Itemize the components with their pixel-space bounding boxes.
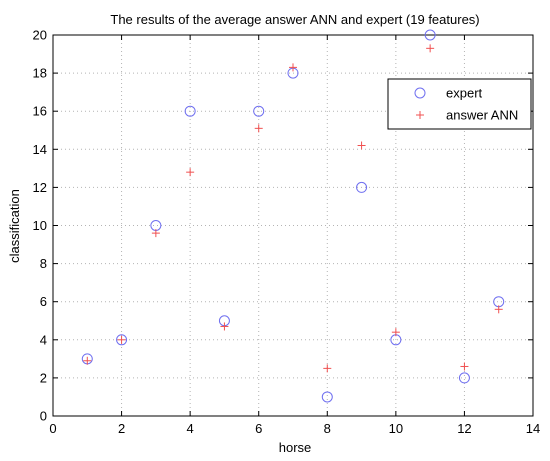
- y-tick-label: 4: [40, 332, 47, 347]
- x-tick-label: 8: [324, 421, 331, 436]
- y-axis-label: classification: [7, 189, 22, 263]
- grid-layer: [53, 35, 533, 416]
- data-point: [253, 105, 265, 117]
- data-point: [426, 44, 435, 53]
- legend: expert answer ANN: [387, 78, 532, 130]
- data-point: [357, 141, 366, 150]
- data-point: [458, 372, 470, 384]
- y-tick-label: 14: [33, 142, 47, 157]
- series-layer: [81, 29, 505, 403]
- data-point: [289, 63, 297, 72]
- y-tick-label: 16: [33, 104, 47, 119]
- data-point: [460, 362, 469, 371]
- data-point: [184, 105, 196, 117]
- chart-title: The results of the average answer ANN an…: [110, 12, 479, 27]
- x-axis-label: horse: [279, 440, 312, 455]
- x-tick-label: 4: [187, 421, 194, 436]
- tick-layer: 0 2 4 6 8 10 12 14 0 2 4 6 8 10 12 14 16 18 20: [33, 28, 541, 437]
- x-tick-label: 14: [526, 421, 540, 436]
- y-tick-label: 6: [40, 294, 47, 309]
- x-tick-label: 10: [389, 421, 403, 436]
- series-answer-ann: [83, 44, 503, 373]
- y-tick-label: 18: [33, 66, 47, 81]
- data-point: [83, 356, 92, 365]
- legend-box: [387, 78, 532, 130]
- x-tick-label: 0: [49, 421, 56, 436]
- data-point: [116, 334, 128, 346]
- legend-marker: [416, 111, 424, 119]
- y-tick-label: 20: [33, 28, 47, 43]
- data-point: [186, 168, 195, 177]
- data-point: [151, 229, 160, 238]
- data-point: [356, 181, 368, 193]
- legend-label: answer ANN: [446, 108, 518, 123]
- y-tick-label: 12: [33, 180, 47, 195]
- data-point: [424, 29, 436, 41]
- data-point: [391, 328, 400, 337]
- data-point: [323, 364, 332, 373]
- legend-marker: [414, 87, 426, 99]
- data-point: [494, 305, 503, 314]
- data-point: [254, 124, 263, 133]
- y-tick-label: 8: [40, 256, 47, 271]
- y-tick-label: 0: [40, 409, 47, 424]
- y-tick-label: 2: [40, 370, 47, 385]
- x-tick-label: 2: [118, 421, 125, 436]
- x-tick-label: 6: [255, 421, 262, 436]
- y-tick-label: 10: [33, 218, 47, 233]
- data-point: [321, 391, 333, 403]
- data-point: [220, 322, 229, 331]
- x-tick-label: 12: [457, 421, 471, 436]
- data-point: [117, 335, 126, 344]
- legend-label: expert: [446, 86, 483, 101]
